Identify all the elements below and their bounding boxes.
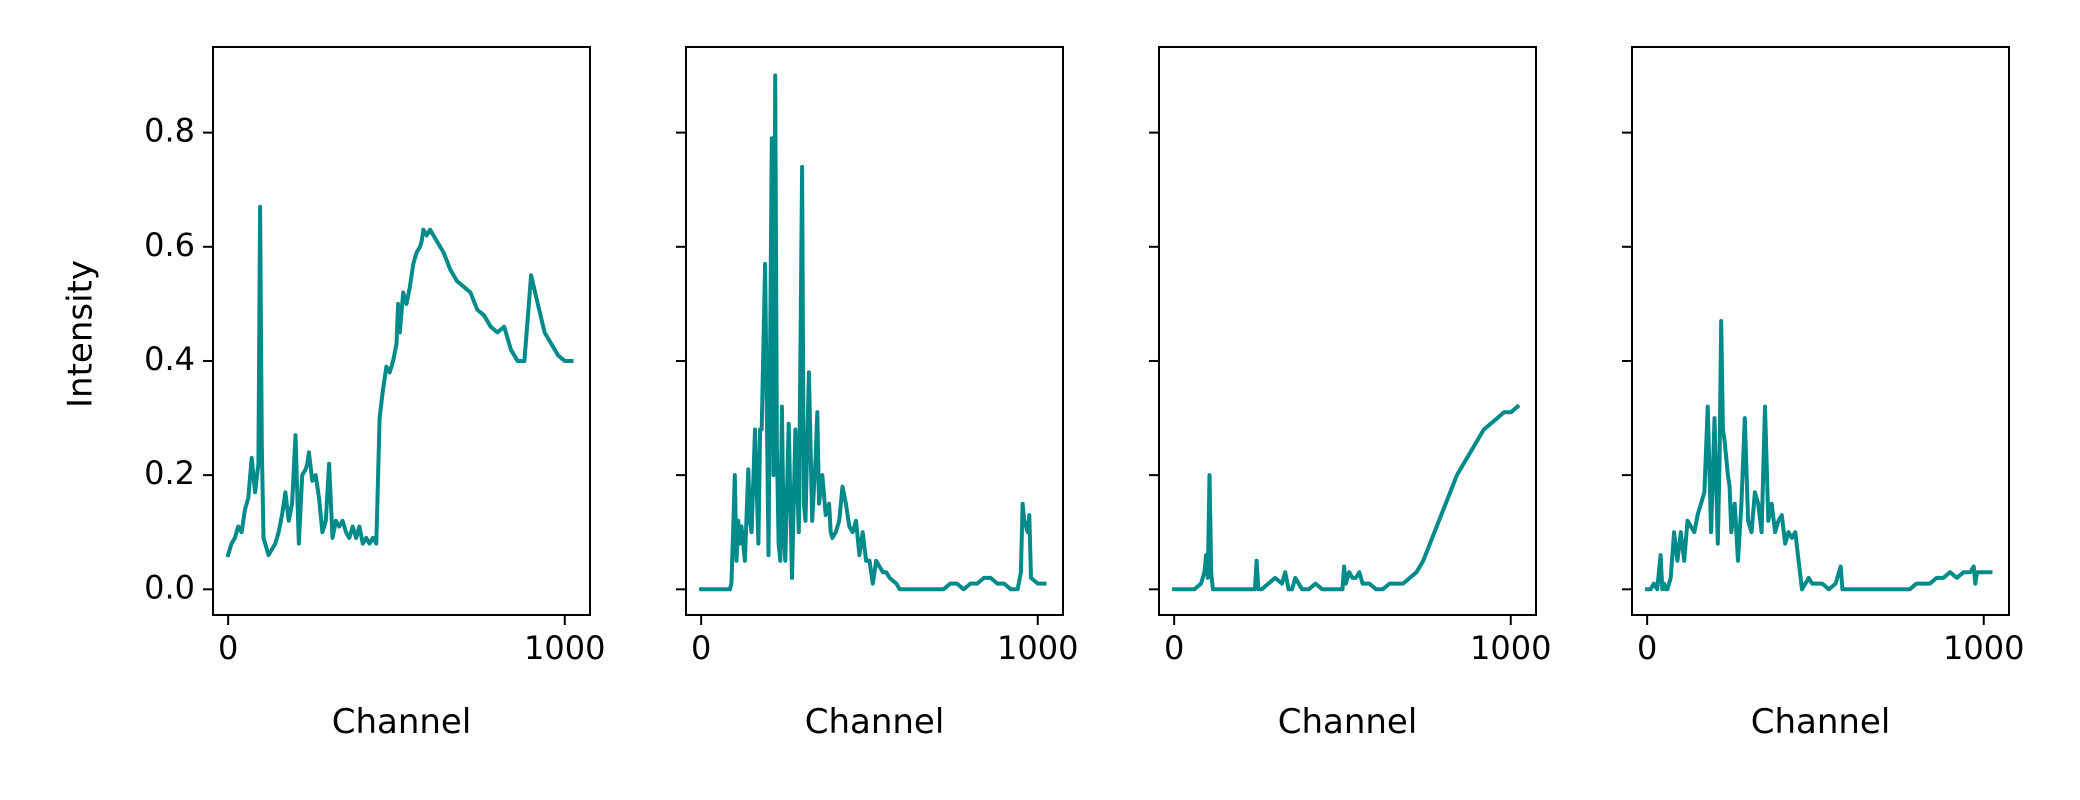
y-tick-label: 0.2 <box>144 454 195 492</box>
y-tick-label: 0.8 <box>144 112 195 150</box>
x-axis-label: Channel <box>805 702 945 742</box>
panel-1: 0 1000 0.0 0.2 0.4 0.6 0.8 Channel <box>144 46 605 742</box>
panel-2: 0 1000 Channel <box>676 46 1078 742</box>
series-line <box>225 204 574 558</box>
x-tick-label: 0 <box>218 629 238 667</box>
series-line <box>1172 403 1521 592</box>
y-tick-label: 0.0 <box>144 568 195 606</box>
x-axis-label: Channel <box>332 702 472 742</box>
x-axis-label: Channel <box>1278 702 1418 742</box>
x-tick-label: 1000 <box>1943 629 2024 667</box>
x-tick-label: 0 <box>1637 629 1657 667</box>
axes-frame <box>1631 46 2010 616</box>
y-axis-label: Intensity <box>61 260 101 408</box>
series-line <box>699 73 1047 592</box>
series-line <box>1645 319 1993 592</box>
x-tick-label: 0 <box>691 629 711 667</box>
x-axis-label: Channel <box>1751 702 1891 742</box>
panel-4: 0 1000 Channel <box>1622 46 2024 742</box>
y-tick-label: 0.4 <box>144 340 195 378</box>
x-tick-label: 0 <box>1164 629 1184 667</box>
x-tick-label: 1000 <box>997 629 1078 667</box>
x-tick-label: 1000 <box>1470 629 1551 667</box>
y-tick-label: 0.6 <box>144 226 195 264</box>
axes-frame <box>685 46 1064 616</box>
x-tick-label: 1000 <box>524 629 605 667</box>
panel-3: 0 1000 Channel <box>1149 46 1551 742</box>
axes-frame <box>212 46 591 616</box>
axes-frame <box>1158 46 1537 616</box>
